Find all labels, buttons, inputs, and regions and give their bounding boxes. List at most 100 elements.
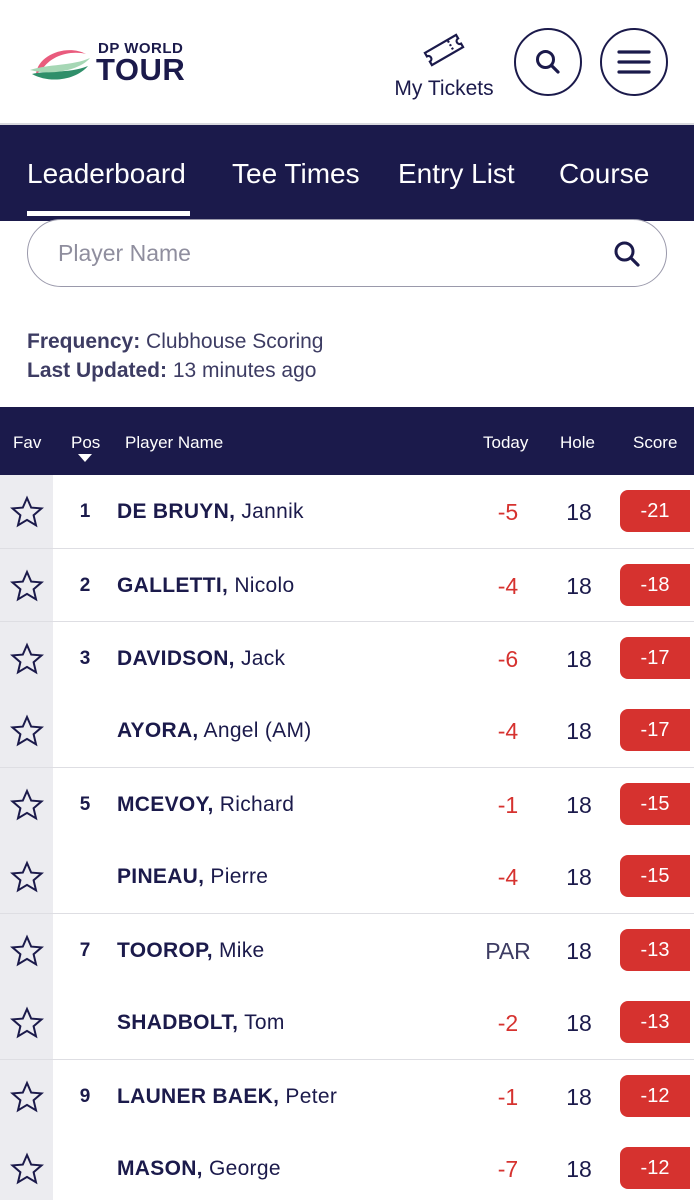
header-menu-button[interactable] bbox=[600, 28, 668, 96]
favourite-toggle[interactable] bbox=[0, 1060, 53, 1133]
tab-entry-list[interactable]: Entry List bbox=[398, 158, 515, 189]
hole: 18 bbox=[566, 864, 592, 890]
player-last-name: AYORA, bbox=[117, 719, 199, 742]
star-outline-icon bbox=[9, 1152, 44, 1184]
player-last-name: DE BRUYN, bbox=[117, 500, 236, 523]
player-first-name: Richard bbox=[219, 793, 295, 816]
favourite-toggle[interactable] bbox=[0, 1132, 53, 1200]
player-name[interactable]: DE BRUYN, Jannik bbox=[117, 500, 304, 524]
player-last-name: DAVIDSON, bbox=[117, 647, 235, 670]
today-score: -7 bbox=[497, 1156, 519, 1182]
total-score-badge: -17 bbox=[620, 709, 690, 751]
total-score-badge: -18 bbox=[620, 564, 690, 606]
player-last-name: MCEVOY, bbox=[117, 793, 214, 816]
star-outline-icon bbox=[9, 569, 44, 601]
total-score-badge: -21 bbox=[620, 490, 690, 532]
player-name[interactable]: MASON, George bbox=[117, 1157, 281, 1181]
star-outline-icon bbox=[9, 788, 44, 820]
favourite-toggle[interactable] bbox=[0, 694, 53, 767]
hole: 18 bbox=[566, 1084, 592, 1110]
favourite-toggle[interactable] bbox=[0, 914, 53, 987]
table-row[interactable]: 2 GALLETTI, Nicolo -4 18 -18 bbox=[0, 548, 694, 622]
player-name[interactable]: LAUNER BAEK, Peter bbox=[117, 1085, 337, 1109]
favourite-toggle[interactable] bbox=[0, 768, 53, 841]
today-score: -5 bbox=[497, 499, 519, 525]
star-outline-icon bbox=[9, 1080, 44, 1112]
player-name[interactable]: AYORA, Angel (AM) bbox=[117, 719, 312, 743]
my-tickets-link[interactable]: My Tickets bbox=[386, 30, 502, 102]
today-score: -1 bbox=[497, 792, 519, 818]
hole: 18 bbox=[566, 938, 592, 964]
tab-course[interactable]: Course bbox=[559, 158, 650, 189]
my-tickets-label: My Tickets bbox=[394, 77, 494, 100]
table-row[interactable]: AYORA, Angel (AM) -4 18 -17 bbox=[0, 694, 694, 767]
today-score: -2 bbox=[497, 1010, 519, 1036]
star-outline-icon bbox=[9, 934, 44, 966]
column-header-pos[interactable]: Pos bbox=[71, 433, 101, 452]
column-header-score: Score bbox=[633, 433, 678, 452]
star-outline-icon bbox=[9, 642, 44, 674]
search-icon[interactable] bbox=[612, 239, 642, 269]
position: 9 bbox=[79, 1086, 91, 1107]
table-row[interactable]: 9 LAUNER BAEK, Peter -1 18 -12 bbox=[0, 1059, 694, 1133]
hole: 18 bbox=[566, 1010, 592, 1036]
star-outline-icon bbox=[9, 1006, 44, 1038]
player-last-name: LAUNER BAEK, bbox=[117, 1085, 280, 1108]
hamburger-menu-icon bbox=[617, 50, 651, 74]
player-last-name: SHADBOLT, bbox=[117, 1011, 239, 1034]
favourite-toggle[interactable] bbox=[0, 840, 53, 913]
today-score: -4 bbox=[497, 864, 519, 890]
column-header-fav: Fav bbox=[13, 433, 42, 452]
sort-descending-icon[interactable] bbox=[78, 454, 92, 462]
today-score: PAR bbox=[485, 938, 531, 964]
player-search-box bbox=[27, 219, 667, 287]
table-row[interactable]: 5 MCEVOY, Richard -1 18 -15 bbox=[0, 767, 694, 841]
favourite-toggle[interactable] bbox=[0, 622, 53, 695]
favourite-toggle[interactable] bbox=[0, 549, 53, 622]
search-icon bbox=[536, 50, 560, 74]
player-name[interactable]: DAVIDSON, Jack bbox=[117, 647, 285, 671]
table-row[interactable]: PINEAU, Pierre -4 18 -15 bbox=[0, 840, 694, 913]
frequency-value: Clubhouse Scoring bbox=[146, 330, 324, 353]
active-tab-indicator bbox=[27, 211, 190, 216]
player-name[interactable]: SHADBOLT, Tom bbox=[117, 1011, 285, 1035]
ticket-icon bbox=[423, 33, 465, 67]
tab-leaderboard[interactable]: Leaderboard bbox=[27, 158, 186, 189]
position: 1 bbox=[79, 501, 91, 522]
player-first-name: Angel (AM) bbox=[203, 719, 312, 742]
favourite-toggle[interactable] bbox=[0, 986, 53, 1059]
player-first-name: George bbox=[208, 1157, 281, 1180]
tab-tee-times[interactable]: Tee Times bbox=[232, 158, 360, 189]
player-name[interactable]: PINEAU, Pierre bbox=[117, 865, 268, 889]
total-score-badge: -13 bbox=[620, 1001, 690, 1043]
dp-world-tour-logo[interactable]: DP WORLD TOUR bbox=[28, 38, 208, 88]
today-score: -4 bbox=[497, 573, 519, 599]
player-first-name: Nicolo bbox=[234, 574, 295, 597]
table-row[interactable]: SHADBOLT, Tom -2 18 -13 bbox=[0, 986, 694, 1059]
table-row[interactable]: 3 DAVIDSON, Jack -6 18 -17 bbox=[0, 621, 694, 695]
hole: 18 bbox=[566, 573, 592, 599]
hole: 18 bbox=[566, 792, 592, 818]
table-row[interactable]: 1 DE BRUYN, Jannik -5 18 -21 bbox=[0, 475, 694, 548]
position: 7 bbox=[79, 940, 91, 961]
table-row[interactable]: 7 TOOROP, Mike PAR 18 -13 bbox=[0, 913, 694, 987]
today-score: -6 bbox=[497, 646, 519, 672]
player-name[interactable]: GALLETTI, Nicolo bbox=[117, 574, 294, 598]
logo-text-tour: TOUR bbox=[96, 52, 186, 87]
table-row[interactable]: MASON, George -7 18 -12 bbox=[0, 1132, 694, 1200]
star-outline-icon bbox=[9, 495, 44, 527]
column-header-today: Today bbox=[483, 433, 529, 452]
tournament-tabs: Leaderboard Tee Times Entry List Course bbox=[0, 125, 694, 221]
player-name-search-input[interactable] bbox=[58, 234, 598, 272]
hole: 18 bbox=[566, 718, 592, 744]
player-name[interactable]: MCEVOY, Richard bbox=[117, 793, 294, 817]
total-score-badge: -13 bbox=[620, 929, 690, 971]
today-score: -1 bbox=[497, 1084, 519, 1110]
header-search-button[interactable] bbox=[514, 28, 582, 96]
logo-swoosh-icon bbox=[30, 50, 90, 80]
favourite-toggle[interactable] bbox=[0, 475, 53, 548]
position: 3 bbox=[79, 648, 91, 669]
column-header-hole: Hole bbox=[560, 433, 595, 452]
player-name[interactable]: TOOROP, Mike bbox=[117, 939, 265, 963]
site-header: DP WORLD TOUR My Tickets bbox=[0, 0, 694, 125]
